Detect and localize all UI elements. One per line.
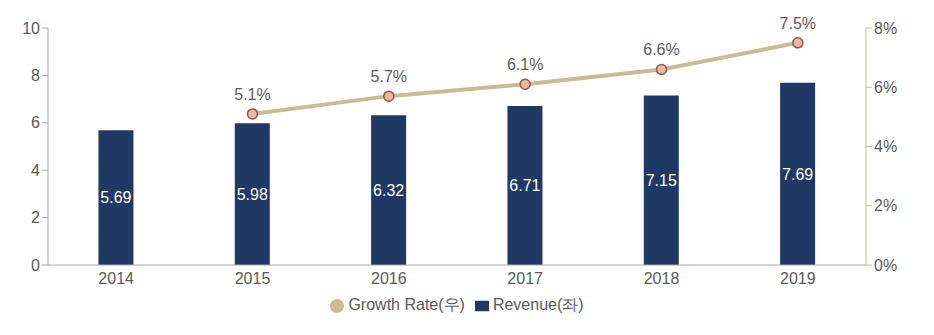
svg-text:5.98: 5.98 [237, 186, 268, 203]
svg-text:10: 10 [22, 20, 40, 37]
svg-text:7.15: 7.15 [646, 172, 677, 189]
svg-text:2: 2 [31, 209, 40, 226]
svg-text:7.69: 7.69 [782, 166, 813, 183]
svg-text:6.71: 6.71 [509, 177, 540, 194]
svg-text:6.32: 6.32 [373, 182, 404, 199]
svg-text:2019: 2019 [780, 270, 816, 287]
svg-text:7.5%: 7.5% [780, 15, 816, 32]
svg-text:2017: 2017 [507, 270, 543, 287]
svg-text:2014: 2014 [98, 270, 134, 287]
svg-text:6%: 6% [874, 79, 897, 96]
svg-text:6.6%: 6.6% [643, 41, 679, 58]
svg-text:6: 6 [31, 114, 40, 131]
html-text:Growth Rate(우): Growth Rate(우) [348, 296, 465, 313]
html-text:Revenue(좌): Revenue(좌) [492, 296, 584, 313]
svg-text:6.1%: 6.1% [507, 56, 543, 73]
svg-text:0%: 0% [874, 257, 897, 274]
svg-text:2018: 2018 [644, 270, 680, 287]
svg-text:8%: 8% [874, 20, 897, 37]
svg-text:2016: 2016 [371, 270, 407, 287]
svg-text:5.69: 5.69 [100, 189, 131, 206]
svg-text:2%: 2% [874, 197, 897, 214]
svg-text:5.7%: 5.7% [371, 68, 407, 85]
svg-text:0: 0 [31, 257, 40, 274]
svg-text:8: 8 [31, 67, 40, 84]
svg-text:5.1%: 5.1% [234, 86, 270, 103]
svg-text:4: 4 [31, 162, 40, 179]
svg-text:2015: 2015 [235, 270, 271, 287]
svg-text:4%: 4% [874, 138, 897, 155]
